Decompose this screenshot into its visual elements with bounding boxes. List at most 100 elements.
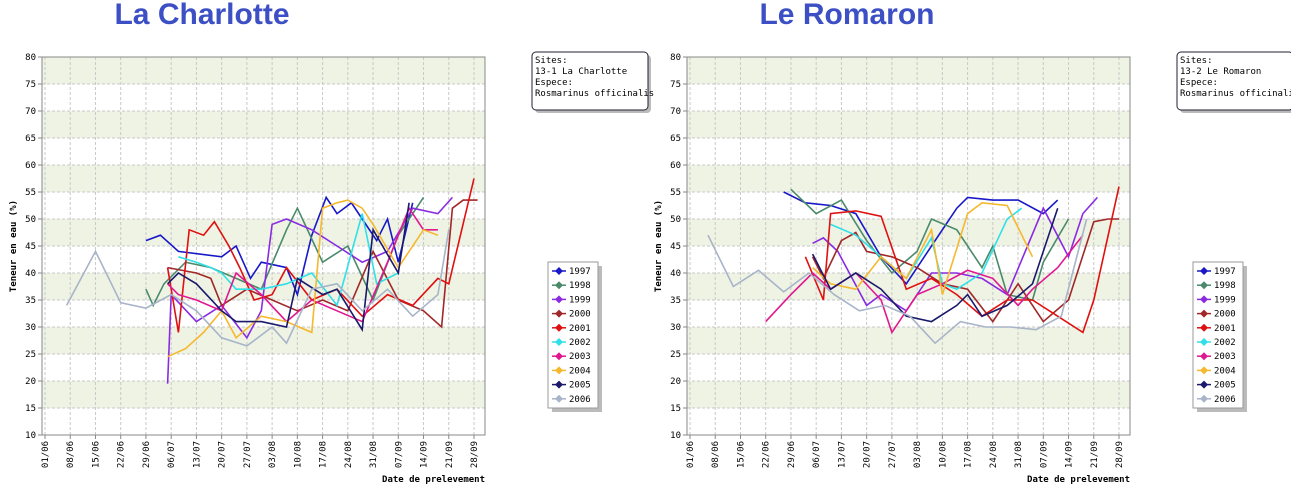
series-line [167,199,439,358]
x-tick-label: 13/07 [837,441,847,468]
legend-label: 2003 [1214,352,1236,362]
x-tick-label: 29/06 [142,441,152,468]
series-line [167,199,478,329]
x-tick-label: 07/09 [394,441,404,468]
legend-marker [1200,394,1208,403]
x-tick-label: 21/09 [1090,441,1100,468]
legend-label: 2002 [569,338,591,348]
y-tick-label: 60 [25,161,36,171]
y-tick-label: 75 [25,80,36,90]
y-tick-label: 45 [670,242,681,252]
x-tick-label: 15/06 [91,441,101,468]
legend-marker [1200,295,1208,304]
grid-band [42,381,485,408]
legend-label: 2004 [569,366,591,376]
y-tick-label: 40 [25,269,36,279]
legend-label: 2003 [569,352,591,362]
legend-marker [1200,281,1208,290]
x-tick-label: 08/06 [711,441,721,468]
legend-label: 2001 [569,324,591,334]
x-tick-label: 01/06 [41,441,51,468]
info-box [531,51,649,111]
series-line [707,218,1088,345]
y-tick-label: 70 [25,107,36,117]
legend-label: 2005 [1214,381,1236,391]
x-tick-label: 31/08 [1014,441,1024,468]
legend-label: 2000 [1214,310,1236,320]
chart-title: Le Romaron [759,0,934,31]
legend-label: 1997 [569,267,591,277]
y-tick-label: 70 [670,107,681,117]
legend-label: 2006 [1214,395,1236,405]
series-line [765,234,1084,335]
info-text: Rosmarinus officinalis [1180,89,1291,99]
y-tick-label: 45 [25,242,36,252]
info-text: Rosmarinus officinalis [535,89,654,99]
x-tick-label: 24/08 [344,441,354,468]
y-tick-label: 80 [25,53,36,63]
x-tick-label: 24/08 [989,441,999,468]
x-tick-label: 15/06 [736,441,746,468]
x-tick-label: 13/07 [192,441,202,468]
legend-marker [555,338,563,346]
legend-label: 2002 [1214,338,1236,348]
x-tick-label: 06/07 [812,441,822,468]
legend-marker [1200,267,1208,275]
info-box [1176,51,1291,111]
info-text: 13-2 Le Romaron [1180,67,1261,77]
y-tick-label: 15 [25,404,36,414]
grid-band [42,57,485,84]
y-tick-label: 25 [670,350,681,360]
x-tick-label: 14/09 [1065,441,1075,468]
x-tick-label: 27/07 [888,441,898,468]
legend-label: 1998 [1214,281,1236,291]
info-text: 13-1 La Charlotte [535,67,627,77]
y-tick-label: 25 [25,350,36,360]
series-line [65,229,450,347]
y-tick-label: 65 [670,134,681,144]
grid-band [42,111,485,138]
grid-band [42,165,485,192]
y-axis-label: Teneur en eau (%) [654,200,664,292]
legend-marker [555,309,563,318]
legend-label: 1998 [569,281,591,291]
series-line [167,202,410,333]
x-tick-label: 28/09 [470,441,480,468]
x-tick-label: 20/07 [218,441,228,468]
y-tick-label: 35 [25,296,36,306]
grid-band [42,327,485,354]
grid-band [687,327,1130,354]
legend-marker [1200,338,1208,346]
x-axis-label: Date de prelevement [1027,475,1130,485]
x-tick-label: 14/09 [420,441,430,468]
x-tick-label: 07/09 [1039,441,1049,468]
y-tick-label: 20 [25,377,36,387]
x-tick-label: 08/06 [66,441,76,468]
x-tick-label: 27/07 [243,441,253,468]
legend-marker [555,281,563,290]
x-tick-label: 22/06 [762,441,772,468]
series-line [812,196,1098,312]
grid-band [687,381,1130,408]
y-tick-label: 15 [670,404,681,414]
x-tick-label: 31/08 [369,441,379,468]
y-tick-label: 55 [670,188,681,198]
legend-marker [555,323,563,332]
series-line [166,178,475,333]
x-tick-label: 10/08 [938,441,948,468]
info-text: Sites: [1180,56,1213,66]
info-text: Espece: [535,78,573,88]
legend-marker [555,366,563,375]
series-line [811,218,1119,323]
x-tick-label: 29/06 [787,441,797,468]
y-tick-label: 10 [25,431,36,441]
grid-band [687,219,1130,246]
grid-band [42,219,485,246]
y-tick-label: 65 [25,134,36,144]
y-tick-label: 80 [670,53,681,63]
legend-marker [1200,352,1208,361]
info-text: Espece: [1180,78,1218,88]
legend-marker [555,394,563,403]
y-tick-label: 10 [670,431,681,441]
